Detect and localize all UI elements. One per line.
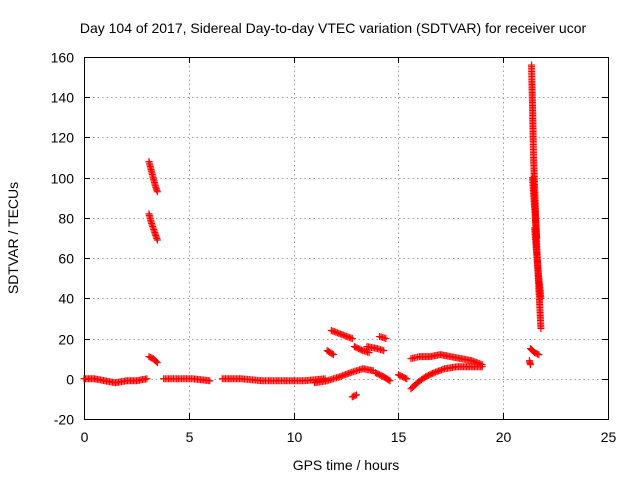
data-point: [478, 363, 486, 371]
x-tick-label: 10: [287, 429, 303, 445]
data-point: [533, 350, 541, 358]
data-point: [535, 351, 543, 359]
y-tick-label: 40: [58, 291, 74, 307]
y-tick-label: 20: [58, 332, 74, 348]
data-point: [352, 391, 360, 399]
x-axis-label: GPS time / hours: [293, 457, 400, 473]
data-points: [80, 61, 545, 401]
x-tick-label: 20: [496, 429, 512, 445]
data-point: [143, 375, 151, 383]
x-tick-label: 25: [601, 429, 617, 445]
data-point: [537, 294, 545, 302]
x-tick-label: 15: [391, 429, 407, 445]
axis-ticks: 0 5 10 15 20 25 -20 0 20 40 60 80 100 120 140 160: [51, 50, 617, 446]
data-point: [403, 375, 411, 383]
y-tick-label: 0: [66, 372, 74, 388]
data-point: [153, 359, 161, 367]
y-tick-label: 60: [58, 251, 74, 267]
data-point: [537, 325, 545, 332]
data-point: [386, 377, 394, 385]
y-tick-label: 160: [51, 50, 75, 66]
data-point: [401, 374, 409, 382]
plot-frame: [84, 57, 609, 420]
data-point: [382, 335, 390, 343]
grid: [84, 57, 608, 419]
x-tick-label: 5: [186, 429, 194, 445]
x-tick-label: 0: [81, 429, 89, 445]
data-point: [152, 358, 160, 366]
y-tick-label: 100: [51, 171, 75, 187]
data-point: [357, 346, 365, 354]
data-point: [526, 361, 534, 369]
y-tick-label: -20: [54, 412, 74, 428]
data-point: [348, 335, 356, 343]
data-point: [328, 350, 336, 358]
chart-title: Day 104 of 2017, Sidereal Day-to-day VTE…: [80, 20, 587, 36]
data-point: [206, 377, 214, 385]
y-tick-label: 140: [51, 90, 75, 106]
data-point: [385, 376, 393, 384]
y-tick-label: 120: [51, 130, 75, 146]
data-point: [153, 236, 161, 244]
y-axis-label: SDTVAR / TECUs: [5, 182, 21, 294]
data-point: [153, 188, 161, 196]
data-point: [329, 351, 337, 359]
data-point: [380, 347, 388, 355]
data-point: [351, 392, 359, 400]
y-tick-label: 80: [58, 211, 74, 227]
